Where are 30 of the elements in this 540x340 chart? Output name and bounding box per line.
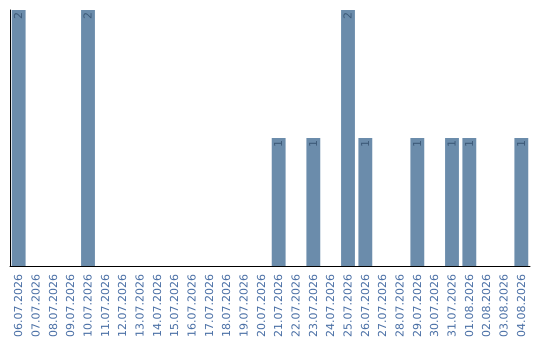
x-tick-label: 11.07.2026 bbox=[98, 274, 112, 338]
x-tick-label: 17.07.2026 bbox=[202, 274, 216, 338]
x-tick-label: 26.07.2026 bbox=[358, 274, 372, 338]
x-tick-label: 29.07.2026 bbox=[410, 274, 424, 338]
x-tick-label: 01.08.2026 bbox=[462, 274, 476, 338]
x-tick-label: 20.07.2026 bbox=[254, 274, 268, 338]
x-tick-label: 07.07.2026 bbox=[30, 274, 42, 338]
x-tick-label: 21.07.2026 bbox=[272, 274, 286, 338]
x-tick-label: 09.07.2026 bbox=[64, 274, 78, 338]
x-tick-label: 22.07.2026 bbox=[290, 274, 302, 338]
x-tick-label: 28.07.2026 bbox=[394, 274, 406, 338]
x-tick-label: 03.08.2026 bbox=[498, 274, 510, 338]
x-tick-label: 23.07.2026 bbox=[306, 274, 320, 338]
x-tick-label: 18.07.2026 bbox=[220, 274, 234, 338]
x-tick-label: 15.07.2026 bbox=[168, 274, 182, 338]
x-tick-label: 30.07.2026 bbox=[428, 274, 442, 338]
x-tick-label: 31.07.2026 bbox=[446, 274, 458, 338]
x-tick-label: 25.07.2026 bbox=[342, 274, 354, 338]
x-tick-label: 02.08.2026 bbox=[480, 274, 494, 338]
x-tick-label: 06.07.2026 bbox=[12, 274, 26, 338]
x-tick-label: 27.07.2026 bbox=[376, 274, 390, 338]
x-tick-label: 24.07.2026 bbox=[324, 274, 338, 338]
x-tick-label: 13.07.2026 bbox=[134, 274, 146, 338]
x-tick-label: 19.07.2026 bbox=[238, 274, 250, 338]
x-tick-label: 10.07.2026 bbox=[82, 274, 94, 338]
x-tick-label: 16.07.2026 bbox=[186, 274, 198, 338]
x-tick-label: 12.07.2026 bbox=[116, 274, 130, 338]
x-tick-label: 08.07.2026 bbox=[46, 274, 60, 338]
x-tick-label: 14.07.2026 bbox=[150, 274, 164, 338]
x-tick-label: 04.08.2026 bbox=[514, 274, 528, 338]
